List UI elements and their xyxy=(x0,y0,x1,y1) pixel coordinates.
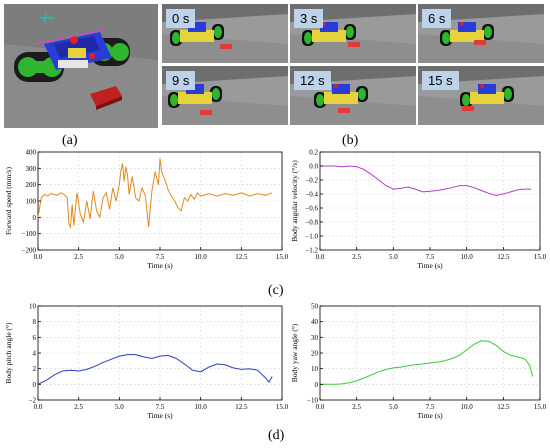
x-tick-label: 15.0 xyxy=(276,403,289,411)
data-series-line xyxy=(320,165,532,196)
x-tick-label: 2.5 xyxy=(74,403,83,411)
panel-label-a: (a) xyxy=(62,133,78,148)
x-tick-label: 15.0 xyxy=(276,253,289,261)
x-axis-label: Time (s) xyxy=(147,411,173,420)
y-tick-label: 100 xyxy=(26,198,37,206)
y-tick-label: 400 xyxy=(26,149,37,157)
y-tick-label: 30 xyxy=(311,334,319,342)
y-tick-label: 20 xyxy=(311,350,319,358)
x-tick-label: 5.0 xyxy=(115,253,124,261)
body-angular-velocity-chart: 0.0 2.5 5.0 7.5 10.0 12.5 15.0 0.2 0.0 −0.2 −0.4 −0… xyxy=(290,149,547,271)
data-series-line xyxy=(320,340,534,385)
snapshot-time-label: 15 s xyxy=(422,71,459,90)
x-tick-label: 2.5 xyxy=(74,253,83,261)
y-tick-label: −2 xyxy=(29,397,37,405)
snapshot-time-label: 0 s xyxy=(166,9,196,28)
x-tick-label: 10.0 xyxy=(461,403,474,411)
x-tick-label: 0.0 xyxy=(34,403,43,411)
y-tick-label: −1.0 xyxy=(305,233,318,241)
x-tick-label: 12.5 xyxy=(235,403,248,411)
y-tick-label: 0 xyxy=(315,381,319,389)
x-tick-label: 15.0 xyxy=(534,253,547,261)
data-series-line xyxy=(37,354,273,385)
x-tick-label: 7.5 xyxy=(156,403,165,411)
x-tick-label: 5.0 xyxy=(389,403,398,411)
x-tick-label: 0.0 xyxy=(316,253,325,261)
snapshot-panel: 6 s xyxy=(418,4,544,63)
y-tick-label: 4 xyxy=(33,350,37,358)
data-series-line xyxy=(37,158,273,229)
x-tick-label: 10.0 xyxy=(461,253,474,261)
body-pitch-angle-chart: 0.0 2.5 5.0 7.5 10.0 12.5 15.0 −2 0 2 4 6 8 10 Time (s… xyxy=(4,303,289,421)
x-tick-label: 12.5 xyxy=(235,253,248,261)
x-axis-label: Time (s) xyxy=(147,261,173,270)
y-tick-label: −0.6 xyxy=(305,205,318,213)
y-axis-label: Body pitch angle (°) xyxy=(4,322,13,384)
y-tick-label: −1.2 xyxy=(305,247,318,255)
y-tick-label: 40 xyxy=(311,318,319,326)
x-axis-label: Time (s) xyxy=(417,261,443,270)
y-tick-label: 6 xyxy=(33,334,37,342)
snapshot-panel: 0 s xyxy=(162,4,288,63)
x-axis-label: Time (s) xyxy=(417,411,443,420)
x-tick-label: 15.0 xyxy=(534,403,547,411)
y-tick-label: −0.4 xyxy=(305,191,318,199)
y-tick-label: 50 xyxy=(311,303,319,311)
x-tick-label: 0.0 xyxy=(34,253,43,261)
body-yaw-angle-chart: 0.0 2.5 5.0 7.5 10.0 12.5 15.0 −10 0 10 20 30 40 50 Ti… xyxy=(290,303,547,421)
panel-label-c: (c) xyxy=(268,283,284,298)
forward-speed-chart: 0.0 2.5 5.0 7.5 10.0 12.5 15.0 −200 −100 0 100 200 3… xyxy=(4,149,289,271)
y-tick-label: −200 xyxy=(22,247,37,255)
y-tick-label: 300 xyxy=(26,165,37,173)
x-tick-label: 0.0 xyxy=(316,403,325,411)
snapshot-panel: 3 s xyxy=(290,4,416,63)
panel-label-d: (d) xyxy=(268,428,285,443)
x-tick-label: 7.5 xyxy=(156,253,165,261)
robot-model-render xyxy=(4,4,158,128)
snapshot-panel: 9 s xyxy=(162,66,288,125)
snapshot-time-label: 12 s xyxy=(294,71,331,90)
y-tick-label: −0.2 xyxy=(305,177,318,185)
x-tick-label: 5.0 xyxy=(115,403,124,411)
y-tick-label: 200 xyxy=(26,181,37,189)
y-tick-label: 10 xyxy=(29,303,37,311)
y-tick-label: 0.0 xyxy=(309,163,318,171)
y-tick-label: −0.8 xyxy=(305,219,318,227)
y-axis-label: Body angular velocity (°/s) xyxy=(290,160,299,242)
x-tick-label: 2.5 xyxy=(352,403,361,411)
y-axis-label: Body yaw angle (°) xyxy=(290,323,299,382)
x-tick-label: 12.5 xyxy=(497,403,510,411)
y-tick-label: 8 xyxy=(33,318,37,326)
y-tick-label: 2 xyxy=(33,365,37,373)
snapshot-time-label: 3 s xyxy=(294,9,324,28)
x-tick-label: 7.5 xyxy=(426,253,435,261)
y-axis-label: Forward speed (mm/s) xyxy=(4,167,13,235)
x-tick-label: 12.5 xyxy=(497,253,510,261)
x-tick-label: 7.5 xyxy=(426,403,435,411)
y-tick-label: −100 xyxy=(22,230,37,238)
x-tick-label: 10.0 xyxy=(195,403,208,411)
panel-label-b: (b) xyxy=(342,133,359,148)
snapshot-panel: 12 s xyxy=(290,66,416,125)
y-tick-label: 0 xyxy=(33,381,37,389)
y-tick-label: −10 xyxy=(307,397,318,405)
snapshot-time-label: 9 s xyxy=(166,71,196,90)
x-tick-label: 10.0 xyxy=(195,253,208,261)
y-tick-label: 0 xyxy=(33,214,37,222)
snapshot-time-label: 6 s xyxy=(422,9,452,28)
y-tick-label: 0.2 xyxy=(309,149,318,157)
snapshot-panel: 15 s xyxy=(418,66,544,125)
x-tick-label: 2.5 xyxy=(352,253,361,261)
x-tick-label: 5.0 xyxy=(389,253,398,261)
y-tick-label: 10 xyxy=(311,365,319,373)
